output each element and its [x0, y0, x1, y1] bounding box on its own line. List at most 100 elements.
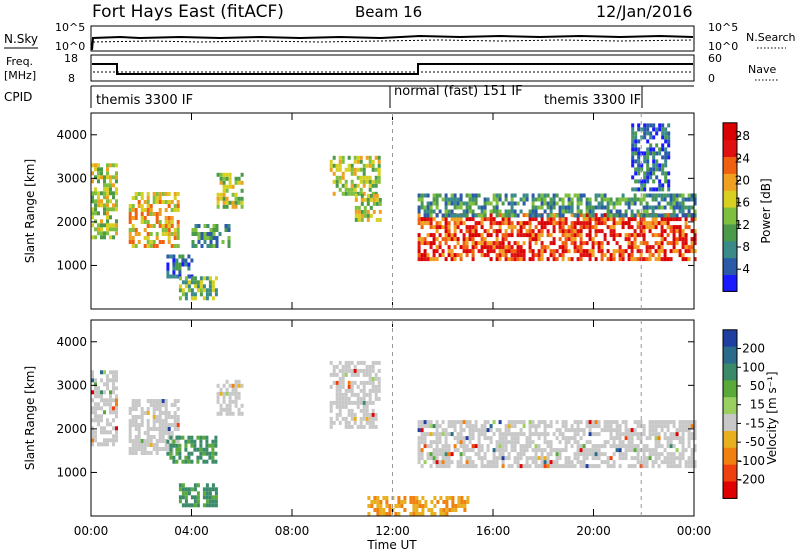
echo-cell	[131, 216, 135, 220]
echo-cell	[134, 232, 138, 236]
echo-cell	[648, 436, 652, 441]
echo-cell	[588, 205, 592, 210]
echo-cell	[164, 415, 168, 419]
echo-cell	[630, 201, 634, 206]
echo-cell	[634, 131, 638, 136]
echo-cell	[522, 424, 526, 429]
echo-cell	[462, 428, 466, 433]
echo-cell	[359, 424, 363, 429]
echo-cell	[669, 217, 673, 222]
echo-cell	[459, 464, 463, 469]
echo-cell	[372, 201, 376, 206]
echo-cell	[606, 257, 610, 262]
echo-cell	[546, 444, 550, 449]
echo-cell	[158, 431, 162, 435]
echo-cell	[231, 387, 235, 392]
colorbar-tick-label: 4	[742, 262, 750, 276]
echo-cell	[106, 187, 109, 192]
echo-cell	[109, 410, 112, 415]
echo-cell	[377, 376, 381, 381]
echo-cell	[146, 220, 150, 224]
echo-cell	[690, 452, 694, 457]
echo-cell	[528, 432, 532, 437]
echo-cell	[209, 228, 213, 232]
echo-cell	[187, 455, 191, 460]
echo-cell	[594, 233, 598, 238]
echo-cell	[222, 176, 226, 181]
echo-cell	[471, 257, 475, 262]
echo-cell	[155, 196, 159, 200]
echo-cell	[652, 163, 656, 168]
echo-cell	[190, 296, 194, 301]
echo-cell	[435, 460, 439, 465]
echo-cell	[510, 420, 514, 425]
echo-cell	[459, 440, 463, 445]
echo-cell	[621, 221, 625, 226]
echo-cell	[609, 257, 613, 262]
echo-cell	[621, 432, 625, 437]
echo-cell	[91, 235, 94, 240]
echo-cell	[534, 464, 538, 469]
echo-cell	[354, 213, 358, 218]
echo-cell	[630, 213, 634, 218]
echo-cell	[630, 436, 634, 441]
echo-cell	[338, 179, 342, 184]
echo-cell	[370, 504, 374, 508]
echo-cell	[388, 508, 392, 512]
echo-cell	[649, 175, 653, 180]
echo-cell	[155, 451, 159, 455]
echo-cell	[128, 212, 132, 216]
echo-cell	[615, 201, 619, 206]
echo-cell	[655, 127, 659, 132]
echo-cell	[531, 253, 535, 258]
echo-cell	[546, 432, 550, 437]
echo-cell	[418, 512, 422, 516]
echo-cell	[176, 204, 180, 208]
echo-cell	[193, 495, 197, 500]
echo-cell	[549, 233, 553, 238]
echo-cell	[368, 420, 372, 425]
echo-cell	[661, 183, 665, 188]
echo-cell	[667, 135, 671, 140]
echo-cell	[221, 240, 225, 244]
echo-cell	[675, 217, 679, 222]
echo-cell	[681, 209, 685, 214]
echo-cell	[222, 188, 226, 193]
echo-cell	[507, 233, 511, 238]
echo-cell	[510, 257, 514, 262]
echo-cell	[645, 249, 649, 254]
echo-cell	[366, 193, 370, 198]
echo-cell	[374, 155, 378, 160]
echo-cell	[660, 217, 664, 222]
echo-cell	[588, 249, 592, 254]
echo-cell	[489, 460, 493, 465]
echo-cell	[555, 257, 559, 262]
echo-cell	[664, 163, 668, 168]
echo-cell	[675, 432, 679, 437]
echo-cell	[606, 197, 610, 202]
echo-cell	[347, 388, 351, 393]
echo-cell	[169, 254, 173, 259]
echo-cell	[362, 396, 366, 401]
echo-cell	[603, 444, 607, 449]
echo-cell	[94, 203, 97, 208]
echo-cell	[543, 432, 547, 437]
echo-cell	[522, 193, 526, 198]
echo-cell	[652, 151, 656, 156]
echo-cell	[106, 175, 109, 180]
echo-cell	[152, 192, 156, 196]
echo-cell	[531, 420, 535, 425]
echo-cell	[100, 219, 103, 224]
echo-cell	[594, 420, 598, 425]
echo-cell	[103, 187, 106, 192]
echo-cell	[609, 229, 613, 234]
echo-cell	[423, 436, 427, 441]
echo-cell	[103, 195, 106, 200]
echo-cell	[347, 163, 351, 168]
echo-cell	[651, 205, 655, 210]
echo-cell	[155, 443, 159, 447]
echo-cell	[350, 384, 354, 389]
echo-cell	[450, 193, 454, 198]
echo-cell	[546, 440, 550, 445]
echo-cell	[438, 424, 442, 429]
